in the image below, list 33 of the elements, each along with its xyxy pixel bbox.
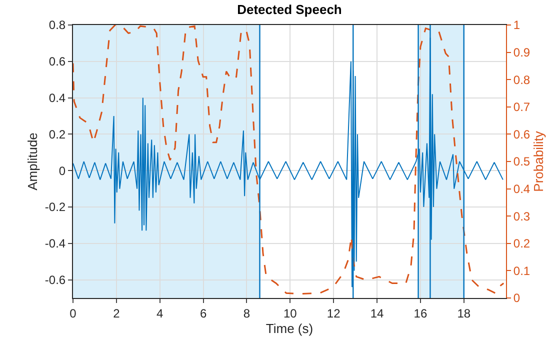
y2-tick-label: 0.7 [513, 100, 530, 114]
x-tick-label: 18 [457, 306, 471, 320]
x-tick-label: 12 [326, 306, 341, 320]
y-tick-label: 0 [58, 164, 66, 178]
y2-tick-label: 0.3 [513, 209, 530, 224]
y-tick-label: -0.2 [44, 200, 66, 214]
x-tick-label: 14 [370, 306, 384, 320]
y2-tick-label: 0 [513, 291, 520, 306]
x-tick-label: 16 [414, 306, 428, 320]
x-tick-label: 6 [200, 306, 207, 320]
y2-tick-label: 0.4 [513, 182, 530, 196]
y-tick-label: -0.4 [44, 236, 66, 251]
x-tick-label: 0 [70, 306, 77, 320]
y-tick-label: 0.4 [48, 91, 66, 105]
y2-tick-label: 1 [513, 18, 520, 32]
y-tick-label: 0.2 [48, 127, 66, 142]
y2-tick-label: 0.2 [513, 236, 530, 251]
chart-title: Detected Speech [237, 2, 342, 18]
y2-tick-label: 0.5 [513, 154, 530, 169]
x-tick-label: 8 [243, 306, 250, 320]
y-tick-label: -0.6 [44, 273, 66, 287]
y2-axis-title: Probability [531, 130, 546, 192]
y-tick-label: 0.8 [48, 18, 66, 32]
x-tick-label: 2 [113, 306, 120, 320]
x-axis-title: Time (s) [266, 321, 314, 336]
y2-tick-label: 0.6 [513, 127, 530, 142]
y2-tick-label: 0.9 [513, 46, 530, 60]
x-tick-label: 4 [156, 306, 164, 320]
x-tick-label: 10 [283, 306, 298, 320]
y2-tick-label: 0.1 [513, 264, 530, 278]
y-tick-label: 0.6 [48, 54, 66, 69]
y-axis-title: Amplitude [24, 132, 40, 190]
y2-tick-label: 0.8 [513, 72, 530, 87]
